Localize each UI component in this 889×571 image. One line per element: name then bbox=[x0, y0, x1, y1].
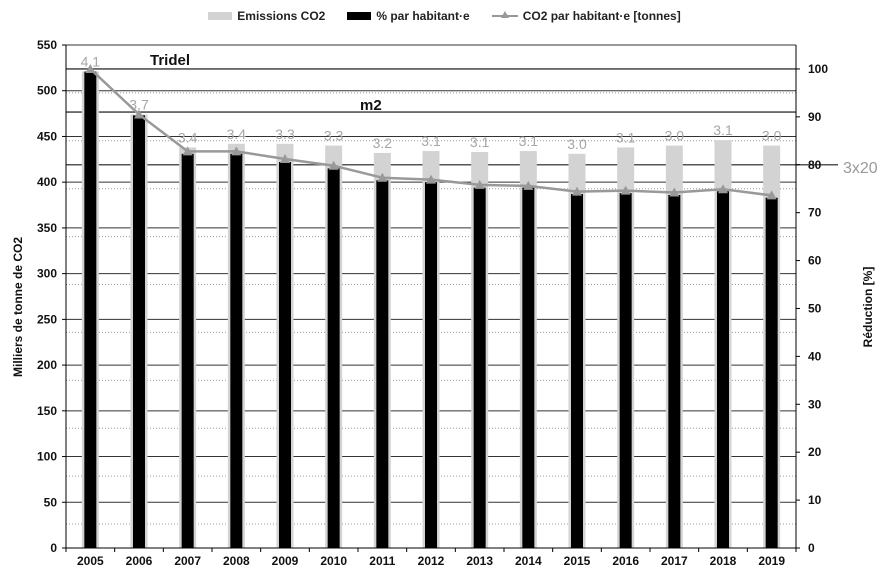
data-label-per-capita: 3.7 bbox=[129, 97, 149, 113]
bar-pct bbox=[425, 182, 437, 548]
marker-per-capita bbox=[523, 180, 534, 190]
y-tick-label-left: 350 bbox=[37, 221, 57, 235]
bar-pct bbox=[181, 153, 194, 548]
data-label-per-capita: 3.0 bbox=[762, 128, 782, 144]
x-tick-label: 2008 bbox=[223, 554, 250, 568]
marker-per-capita bbox=[426, 174, 436, 184]
y-tick-label-right: 80 bbox=[808, 158, 822, 172]
y-tick-label-right: 90 bbox=[808, 110, 822, 124]
bar-pct bbox=[230, 153, 243, 548]
y-tick-label-right: 20 bbox=[808, 445, 822, 459]
marker-per-capita bbox=[280, 154, 290, 164]
x-tick-label: 2010 bbox=[320, 554, 347, 568]
bar-pct bbox=[327, 168, 340, 549]
y-tick-label-left: 150 bbox=[37, 404, 57, 418]
y-tick-label-left: 100 bbox=[37, 450, 57, 464]
bar-pct bbox=[522, 187, 535, 548]
bar-pct bbox=[473, 187, 486, 548]
data-label-per-capita: 3.4 bbox=[178, 129, 198, 145]
y-tick-label-left: 200 bbox=[37, 358, 57, 372]
annotation-tridel: Tridel bbox=[150, 52, 191, 69]
y-tick-label-left: 400 bbox=[37, 175, 57, 189]
y-tick-label-left: 0 bbox=[50, 541, 57, 555]
data-label-per-capita: 3.0 bbox=[665, 128, 685, 144]
data-label-per-capita: 3.1 bbox=[519, 133, 539, 149]
legend-item-emissions: Emissions CO2 bbox=[208, 9, 325, 23]
y-tick-label-right: 70 bbox=[808, 206, 822, 220]
y-tick-label-left: 250 bbox=[37, 312, 57, 326]
legend-label-emissions: Emissions CO2 bbox=[237, 9, 326, 23]
bar-pct bbox=[376, 180, 389, 548]
bar-pct bbox=[133, 115, 145, 549]
y-tick-label-right: 0 bbox=[808, 541, 815, 555]
x-tick-label: 2016 bbox=[612, 554, 639, 568]
marker-per-capita bbox=[669, 187, 680, 197]
x-tick-label: 2006 bbox=[126, 554, 153, 568]
x-tick-label: 2009 bbox=[272, 554, 299, 568]
bar-pct bbox=[279, 162, 291, 548]
data-label-per-capita: 3.4 bbox=[227, 126, 247, 142]
x-tick-label: 2018 bbox=[710, 554, 737, 568]
x-tick-label: 2005 bbox=[77, 554, 104, 568]
legend-label-pct: % par habitant·e bbox=[376, 9, 470, 23]
y-tick-label-right: 40 bbox=[808, 349, 822, 363]
y-tick-label-left: 550 bbox=[37, 38, 57, 52]
x-tick-label: 2015 bbox=[564, 554, 591, 568]
y-tick-label-right: 50 bbox=[808, 301, 822, 315]
y-tick-label-right: 30 bbox=[808, 397, 822, 411]
y-tick-label-left: 450 bbox=[37, 129, 57, 143]
bar-pct bbox=[571, 194, 583, 548]
marker-per-capita bbox=[620, 185, 631, 195]
legend-item-pct: % par habitant·e bbox=[347, 9, 470, 23]
marker-per-capita bbox=[377, 172, 388, 182]
bar-pct bbox=[668, 194, 681, 548]
x-tick-label: 2017 bbox=[661, 554, 688, 568]
legend-swatch-per-capita bbox=[491, 11, 518, 21]
y-tick-label-right: 10 bbox=[808, 493, 822, 507]
marker-per-capita bbox=[328, 160, 339, 170]
marker-per-capita bbox=[572, 186, 582, 196]
marker-per-capita bbox=[766, 190, 777, 200]
marker-per-capita bbox=[718, 184, 728, 194]
legend-label-per-capita: CO2 par habitant·e [tonnes] bbox=[522, 9, 681, 23]
data-label-per-capita: 3.1 bbox=[421, 133, 441, 149]
x-tick-label: 2011 bbox=[369, 554, 395, 568]
chart-legend: Emissions CO2 % par habitant·e CO2 par h… bbox=[0, 7, 889, 25]
legend-swatch-emissions bbox=[208, 12, 233, 20]
y-tick-label-left: 50 bbox=[44, 495, 58, 509]
legend-item-per-capita: CO2 par habitant·e [tonnes] bbox=[491, 9, 681, 23]
data-label-per-capita: 3.3 bbox=[275, 126, 295, 142]
marker-per-capita bbox=[85, 63, 96, 73]
y-tick-label-left: 500 bbox=[37, 84, 57, 98]
bar-pct bbox=[619, 193, 632, 548]
x-tick-label: 2019 bbox=[758, 554, 785, 568]
bar-pct bbox=[765, 197, 778, 548]
data-label-per-capita: 3.2 bbox=[373, 135, 393, 151]
data-label-per-capita: 3.1 bbox=[470, 134, 490, 150]
y-tick-label-left: 300 bbox=[37, 267, 57, 281]
data-label-per-capita: 4.1 bbox=[81, 54, 101, 70]
marker-per-capita bbox=[134, 109, 144, 119]
data-label-per-capita: 3.1 bbox=[713, 122, 733, 138]
annotation-m2: m2 bbox=[360, 97, 382, 114]
data-label-per-capita: 3.0 bbox=[567, 136, 587, 152]
data-label-per-capita: 3.1 bbox=[616, 129, 636, 145]
legend-swatch-pct bbox=[347, 12, 372, 20]
x-tick-label: 2007 bbox=[174, 554, 201, 568]
marker-per-capita bbox=[231, 146, 242, 156]
data-label-per-capita: 3.3 bbox=[324, 128, 344, 144]
x-tick-label: 2012 bbox=[418, 554, 445, 568]
y-tick-label-right: 100 bbox=[808, 62, 828, 76]
bar-pct bbox=[717, 191, 729, 548]
annotation-3x20: 3x20 bbox=[843, 160, 878, 177]
y-tick-label-right: 60 bbox=[808, 254, 822, 268]
x-tick-label: 2014 bbox=[515, 554, 542, 568]
marker-per-capita bbox=[474, 179, 485, 189]
marker-per-capita bbox=[182, 146, 193, 156]
x-tick-label: 2013 bbox=[466, 554, 493, 568]
bar-pct bbox=[84, 71, 97, 548]
